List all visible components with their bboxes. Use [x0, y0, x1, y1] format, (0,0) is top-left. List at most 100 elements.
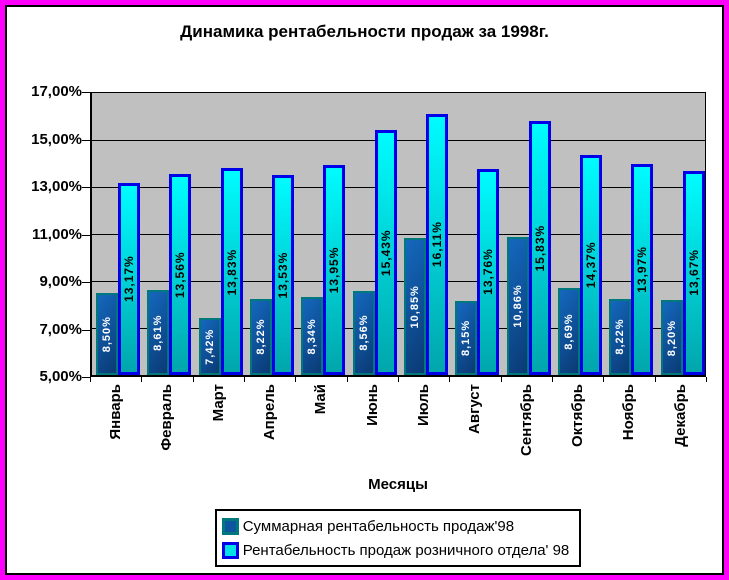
month-label: Август [466, 384, 484, 434]
x-axis-tick-mark [654, 377, 656, 382]
bar-series2: 13,83% [220, 167, 243, 375]
y-axis-tick-label: 9,00% [39, 273, 82, 290]
month-cell: Март [193, 384, 244, 472]
x-axis-tick-mark [449, 377, 451, 382]
month-label: Октябрь [569, 384, 587, 447]
bar-value-label-series2: 13,17% [122, 255, 136, 303]
month-label: Апрель [261, 384, 279, 441]
bar-value-label-series2: 13,76% [481, 248, 496, 296]
bar-group-6: 8,56% 15,43% [349, 93, 400, 375]
bar-value-label-series2: 15,43% [378, 229, 393, 276]
bar-series2: 16,11% [426, 113, 448, 375]
x-axis-tick-mark [398, 377, 399, 382]
x-axis-tick-mark [295, 377, 297, 382]
month-label: Февраль [158, 384, 176, 451]
bar-value-label-series1: 8,56% [357, 315, 370, 352]
bar-value-label-series2: 13,56% [173, 251, 188, 298]
bar-group-7: 10,85% 16,11% [400, 93, 451, 375]
x-axis-category-labels: Январь Февраль Март Апрель Май Июнь Июль Август… [90, 384, 706, 472]
bar-value-label-series1: 8,34% [306, 317, 319, 354]
bar-value-label-series2: 13,83% [224, 247, 239, 295]
month-cell: Июнь [347, 384, 398, 472]
bar-value-label-series1: 10,85% [409, 284, 421, 328]
bar-value-label-series1: 8,22% [255, 319, 267, 356]
bar-series2: 13,53% [272, 174, 294, 375]
y-axis-tick-mark [82, 329, 90, 331]
month-label: Июль [415, 384, 433, 426]
bar-value-label-series1: 8,50% [101, 315, 113, 352]
y-axis-tick-label: 17,00% [31, 83, 82, 100]
gridline [92, 187, 705, 188]
legend: Суммарная рентабельность продаж'98 Рента… [90, 509, 706, 567]
gridline [92, 281, 705, 282]
bar-series1: 8,34% [301, 296, 324, 375]
y-axis-tick-label: 15,00% [31, 130, 82, 148]
month-label: Январь [107, 384, 125, 440]
bar-series1: 8,50% [96, 292, 118, 375]
bar-series1: 7,42% [198, 318, 221, 375]
bar-series2: 13,17% [118, 183, 140, 375]
bar-series1: 8,22% [250, 299, 272, 375]
bar-series2: 15,43% [374, 129, 397, 375]
legend-item-series2: Рентабельность продаж розничного отдела'… [221, 538, 570, 562]
bar-value-label-series1: 8,20% [665, 319, 678, 356]
y-axis-tick-label: 5,00% [39, 368, 82, 385]
bar-series1: 8,69% [558, 288, 580, 375]
gridline [92, 234, 705, 235]
plot-area: 8,50% 13,17% 8,61% 13,56% 7,42% 13,83% 8,22% 13… [90, 92, 706, 377]
bar-group-2: 8,61% 13,56% [143, 93, 194, 375]
month-cell: Сентябрь [501, 384, 552, 472]
bar-series2: 15,83% [528, 120, 551, 375]
x-axis-tick-mark [500, 377, 502, 382]
y-axis-tick-mark [82, 234, 90, 236]
bar-value-label-series2: 14,37% [584, 241, 598, 289]
bar-group-3: 7,42% 13,83% [195, 93, 246, 375]
bars-layer: 8,50% 13,17% 8,61% 13,56% 7,42% 13,83% 8,22% 13… [92, 93, 705, 375]
series2-swatch-icon [221, 541, 239, 559]
month-cell: Август [449, 384, 500, 472]
y-axis-tick-mark [82, 377, 90, 378]
gridline [92, 328, 705, 329]
x-axis-tick-mark [552, 377, 553, 382]
month-label: Июнь [363, 384, 381, 426]
bar-series1: 8,61% [147, 290, 170, 375]
bar-group-10: 8,69% 14,37% [554, 93, 605, 375]
bar-value-label-series2: 13,53% [276, 251, 290, 299]
bar-value-label-series1: 8,22% [614, 319, 627, 356]
month-cell: Декабрь [655, 384, 706, 472]
month-cell: Апрель [244, 384, 295, 472]
bar-group-8: 8,15% 13,76% [451, 93, 502, 375]
bar-series2: 13,95% [323, 164, 346, 375]
bar-group-11: 8,22% 13,97% [605, 93, 656, 375]
month-label: Декабрь [671, 384, 689, 447]
bar-series2: 14,37% [580, 154, 602, 375]
x-axis-title: Месяцы [368, 476, 428, 493]
month-label: Май [312, 384, 330, 415]
bar-group-12: 8,20% 13,67% [657, 93, 708, 375]
month-cell: Февраль [141, 384, 192, 472]
y-axis-tick-mark [82, 187, 90, 188]
bar-value-label-series1: 8,15% [460, 319, 473, 357]
legend-item-series1: Суммарная рентабельность продаж'98 [221, 514, 570, 538]
month-cell: Январь [90, 384, 141, 472]
bar-group-1: 8,50% 13,17% [92, 93, 143, 375]
bar-group-5: 8,34% 13,95% [297, 93, 348, 375]
y-axis-tick-label: 7,00% [39, 320, 82, 338]
y-axis-tick-label: 13,00% [31, 178, 82, 195]
bar-series2: 13,76% [477, 169, 500, 375]
legend-box: Суммарная рентабельность продаж'98 Рента… [214, 509, 582, 567]
bar-value-label-series1: 8,61% [152, 314, 165, 351]
bar-series1: 10,86% [506, 237, 529, 375]
month-label: Март [209, 384, 227, 422]
bar-value-label-series1: 8,69% [563, 313, 575, 350]
bar-series1: 8,56% [352, 291, 375, 375]
x-axis-tick-mark [244, 377, 245, 382]
bar-value-label-series2: 13,67% [686, 249, 701, 297]
month-label: Ноябрь [620, 384, 638, 441]
month-cell: Октябрь [552, 384, 603, 472]
bar-series1: 8,20% [660, 299, 683, 375]
month-cell: Июль [398, 384, 449, 472]
x-axis-tick-mark [192, 377, 194, 382]
bar-value-label-series2: 13,95% [327, 246, 342, 294]
legend-label-series2: Рентабельность продаж розничного отдела'… [242, 541, 570, 559]
